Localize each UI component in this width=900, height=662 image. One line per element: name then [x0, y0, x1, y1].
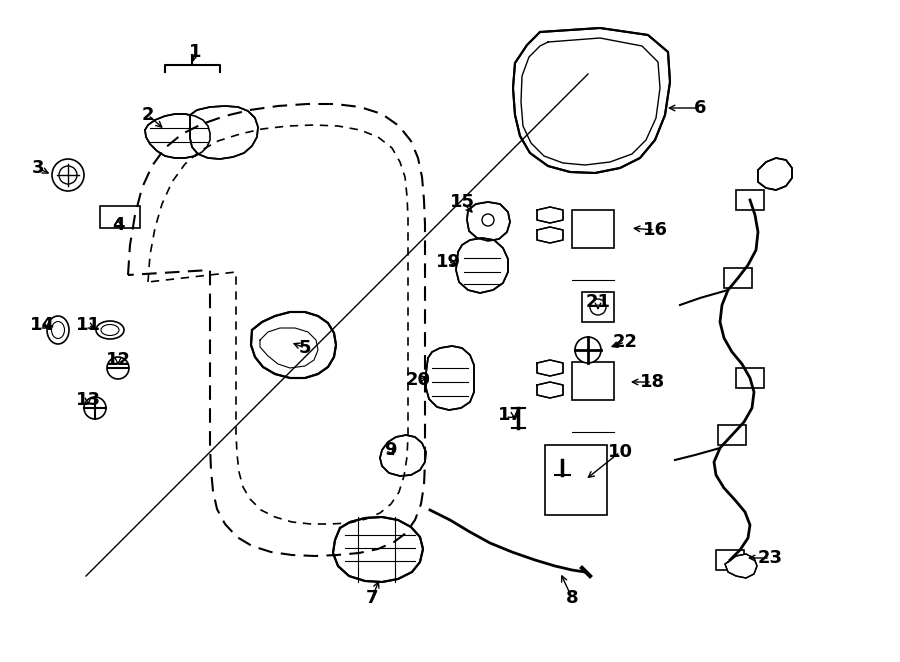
FancyBboxPatch shape: [736, 190, 764, 210]
Polygon shape: [537, 360, 563, 376]
Polygon shape: [456, 238, 508, 293]
Text: 12: 12: [105, 351, 130, 369]
Polygon shape: [426, 346, 474, 410]
Polygon shape: [145, 114, 210, 158]
Text: 14: 14: [30, 316, 55, 334]
FancyBboxPatch shape: [736, 368, 764, 388]
FancyBboxPatch shape: [100, 206, 140, 228]
Text: 13: 13: [76, 391, 101, 409]
FancyBboxPatch shape: [572, 210, 614, 248]
Text: 6: 6: [694, 99, 706, 117]
Text: 23: 23: [758, 549, 782, 567]
Text: 11: 11: [76, 316, 101, 334]
Polygon shape: [190, 106, 258, 159]
Circle shape: [590, 299, 606, 315]
Ellipse shape: [51, 322, 65, 338]
FancyBboxPatch shape: [582, 292, 614, 322]
Text: 9: 9: [383, 441, 396, 459]
Polygon shape: [513, 28, 670, 173]
FancyBboxPatch shape: [545, 445, 607, 515]
Polygon shape: [467, 202, 510, 241]
Text: 19: 19: [436, 253, 461, 271]
Text: 5: 5: [299, 339, 311, 357]
FancyBboxPatch shape: [716, 550, 744, 570]
Polygon shape: [537, 382, 563, 398]
Polygon shape: [537, 227, 563, 243]
Text: 17: 17: [498, 406, 523, 424]
FancyBboxPatch shape: [572, 362, 614, 400]
Ellipse shape: [96, 321, 124, 339]
Text: 18: 18: [639, 373, 664, 391]
FancyBboxPatch shape: [724, 268, 752, 288]
Text: 1: 1: [189, 43, 202, 61]
Circle shape: [575, 337, 601, 363]
Circle shape: [84, 397, 106, 419]
Polygon shape: [380, 435, 426, 476]
Text: 22: 22: [613, 333, 637, 351]
Polygon shape: [251, 312, 336, 378]
Text: 3: 3: [32, 159, 44, 177]
Circle shape: [59, 166, 77, 184]
Circle shape: [52, 159, 84, 191]
Ellipse shape: [101, 324, 119, 336]
Text: 8: 8: [566, 589, 579, 607]
Text: 10: 10: [608, 443, 633, 461]
Text: 20: 20: [406, 371, 430, 389]
Ellipse shape: [47, 316, 69, 344]
Circle shape: [107, 357, 129, 379]
Circle shape: [482, 214, 494, 226]
Text: 2: 2: [142, 106, 154, 124]
Text: 7: 7: [365, 589, 378, 607]
Text: 21: 21: [586, 293, 610, 311]
Polygon shape: [725, 554, 757, 578]
Text: 15: 15: [449, 193, 474, 211]
Polygon shape: [758, 158, 792, 190]
Text: 16: 16: [643, 221, 668, 239]
Polygon shape: [333, 517, 423, 582]
FancyBboxPatch shape: [718, 425, 746, 445]
Polygon shape: [537, 207, 563, 223]
Text: 4: 4: [112, 216, 124, 234]
